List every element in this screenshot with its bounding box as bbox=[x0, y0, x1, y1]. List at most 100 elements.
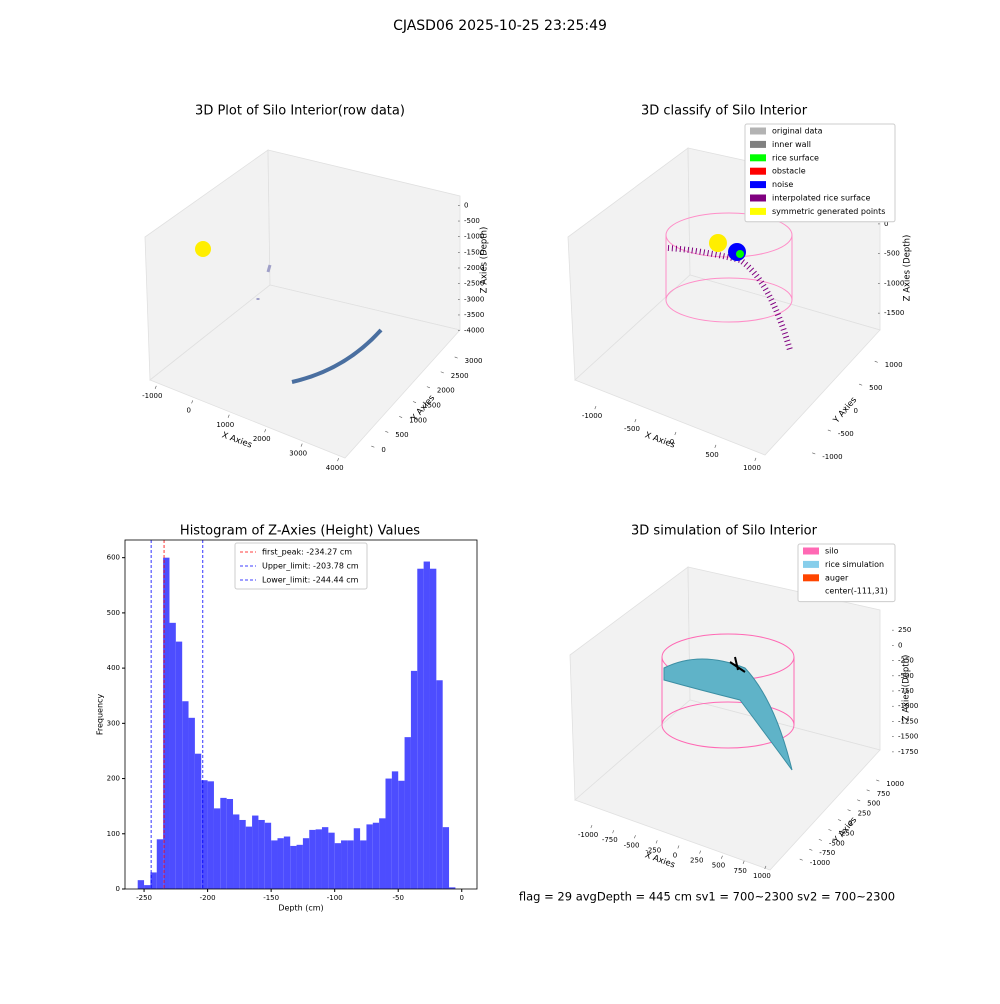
tick-mark bbox=[655, 840, 658, 844]
legend-swatch bbox=[803, 587, 819, 595]
tick-mark bbox=[809, 848, 813, 851]
bar bbox=[169, 622, 176, 889]
bar bbox=[194, 753, 202, 889]
tick-mark bbox=[843, 406, 847, 409]
legend-label: Upper_limit: -203.78 cm bbox=[262, 562, 359, 571]
z-tick-label: -750 bbox=[898, 687, 914, 695]
chart-title: 3D Plot of Silo Interior(row data) bbox=[195, 104, 405, 119]
y-tick-label: -250 bbox=[838, 829, 854, 837]
z-tick-label: 250 bbox=[898, 626, 911, 634]
legend-swatch bbox=[803, 547, 819, 555]
y-tick-label: 300 bbox=[107, 719, 120, 727]
x-tick-label: 0 bbox=[187, 406, 191, 414]
legend-box bbox=[797, 543, 896, 603]
bar bbox=[271, 840, 278, 889]
chart-title: Histogram of Z-Axies (Height) Values bbox=[180, 524, 420, 539]
tick-mark bbox=[847, 809, 851, 812]
bar bbox=[321, 827, 329, 889]
bar bbox=[449, 887, 456, 889]
tick-mark bbox=[154, 385, 157, 390]
legend-swatch bbox=[750, 140, 766, 148]
bar bbox=[372, 822, 380, 889]
legend-label: silo bbox=[825, 547, 839, 556]
tick-mark bbox=[385, 430, 389, 433]
tick-mark bbox=[264, 429, 267, 433]
chart-title: 3D simulation of Silo Interior bbox=[631, 524, 818, 539]
z-tick-label: -1500 bbox=[898, 733, 918, 741]
tick-mark bbox=[742, 860, 745, 864]
bar bbox=[283, 836, 291, 889]
z-tick-label: 0 bbox=[898, 641, 902, 649]
tick-mark bbox=[720, 855, 723, 859]
y-tick-label: 500 bbox=[395, 431, 408, 439]
bar bbox=[347, 840, 354, 889]
tick-mark bbox=[827, 429, 831, 432]
tick-mark bbox=[590, 824, 593, 829]
z-tick-label: -3500 bbox=[464, 311, 484, 319]
bar bbox=[436, 680, 443, 889]
axis-label: Z Axies (Depth) bbox=[903, 235, 913, 302]
x-tick-label: 750 bbox=[734, 867, 747, 875]
legend-label: rice surface bbox=[772, 153, 819, 162]
tick-mark bbox=[337, 457, 339, 462]
bar bbox=[233, 814, 240, 889]
bar bbox=[213, 808, 221, 889]
y-tick-label: 100 bbox=[107, 830, 120, 838]
bar bbox=[410, 670, 418, 889]
tick-mark bbox=[812, 452, 816, 455]
bar bbox=[379, 818, 386, 889]
bar bbox=[144, 885, 151, 889]
z-tick-label: 0 bbox=[464, 201, 468, 209]
tick-mark bbox=[454, 356, 458, 359]
y-tick-label: 500 bbox=[869, 384, 882, 392]
bar bbox=[309, 829, 316, 889]
x-tick-label: 2000 bbox=[253, 435, 271, 443]
y-tick-label: 250 bbox=[858, 810, 871, 818]
legend-swatch bbox=[803, 574, 819, 582]
x-tick-label: -750 bbox=[602, 836, 618, 844]
bar bbox=[245, 826, 253, 889]
bar bbox=[188, 717, 195, 889]
tick-mark bbox=[191, 400, 194, 404]
z-tick-label: -1500 bbox=[884, 309, 904, 317]
z-tick-label: -2000 bbox=[464, 264, 484, 272]
y-tick-label: 200 bbox=[107, 775, 120, 783]
bar bbox=[328, 832, 335, 889]
legend-swatch bbox=[750, 154, 766, 162]
y-tick-label: 500 bbox=[107, 609, 120, 617]
tick-mark bbox=[677, 845, 680, 849]
y-tick-label: 2000 bbox=[437, 387, 455, 395]
y-tick-label: 2500 bbox=[451, 372, 469, 380]
legend-label: first_peak: -234.27 cm bbox=[262, 548, 352, 557]
legend-swatch bbox=[750, 194, 766, 202]
panes-4 bbox=[569, 566, 881, 871]
bar bbox=[220, 797, 227, 889]
x-tick-label: 1000 bbox=[216, 421, 234, 429]
legend-label: obstacle bbox=[772, 167, 806, 176]
panes-1 bbox=[144, 149, 461, 459]
bar bbox=[264, 822, 272, 889]
tick-mark bbox=[440, 371, 444, 374]
x-tick-label: 1000 bbox=[743, 464, 761, 472]
bar bbox=[207, 781, 214, 889]
legend-swatch bbox=[750, 207, 766, 215]
footer-status: flag = 29 avgDepth = 445 cm sv1 = 700~23… bbox=[519, 890, 895, 904]
legend-label: interpolated rice surface bbox=[772, 194, 870, 203]
tick-mark bbox=[594, 406, 597, 410]
x-tick-label: -1000 bbox=[578, 831, 598, 839]
z-tick-label: -1000 bbox=[898, 702, 918, 710]
wall-arc bbox=[291, 328, 383, 384]
y-tick-label: 400 bbox=[107, 664, 120, 672]
z-tick-label: -1000 bbox=[884, 279, 904, 287]
z-tick-label: -1750 bbox=[898, 748, 918, 756]
z-tick-label: -250 bbox=[898, 657, 914, 665]
x-tick-label: 0 bbox=[673, 852, 677, 860]
tick-mark bbox=[398, 416, 403, 418]
tick-mark bbox=[412, 401, 417, 403]
tick-mark bbox=[799, 858, 803, 861]
bar bbox=[315, 829, 322, 889]
legend-label: Lower_limit: -244.44 cm bbox=[262, 576, 359, 585]
bar bbox=[341, 840, 348, 889]
tick-mark bbox=[876, 779, 880, 782]
